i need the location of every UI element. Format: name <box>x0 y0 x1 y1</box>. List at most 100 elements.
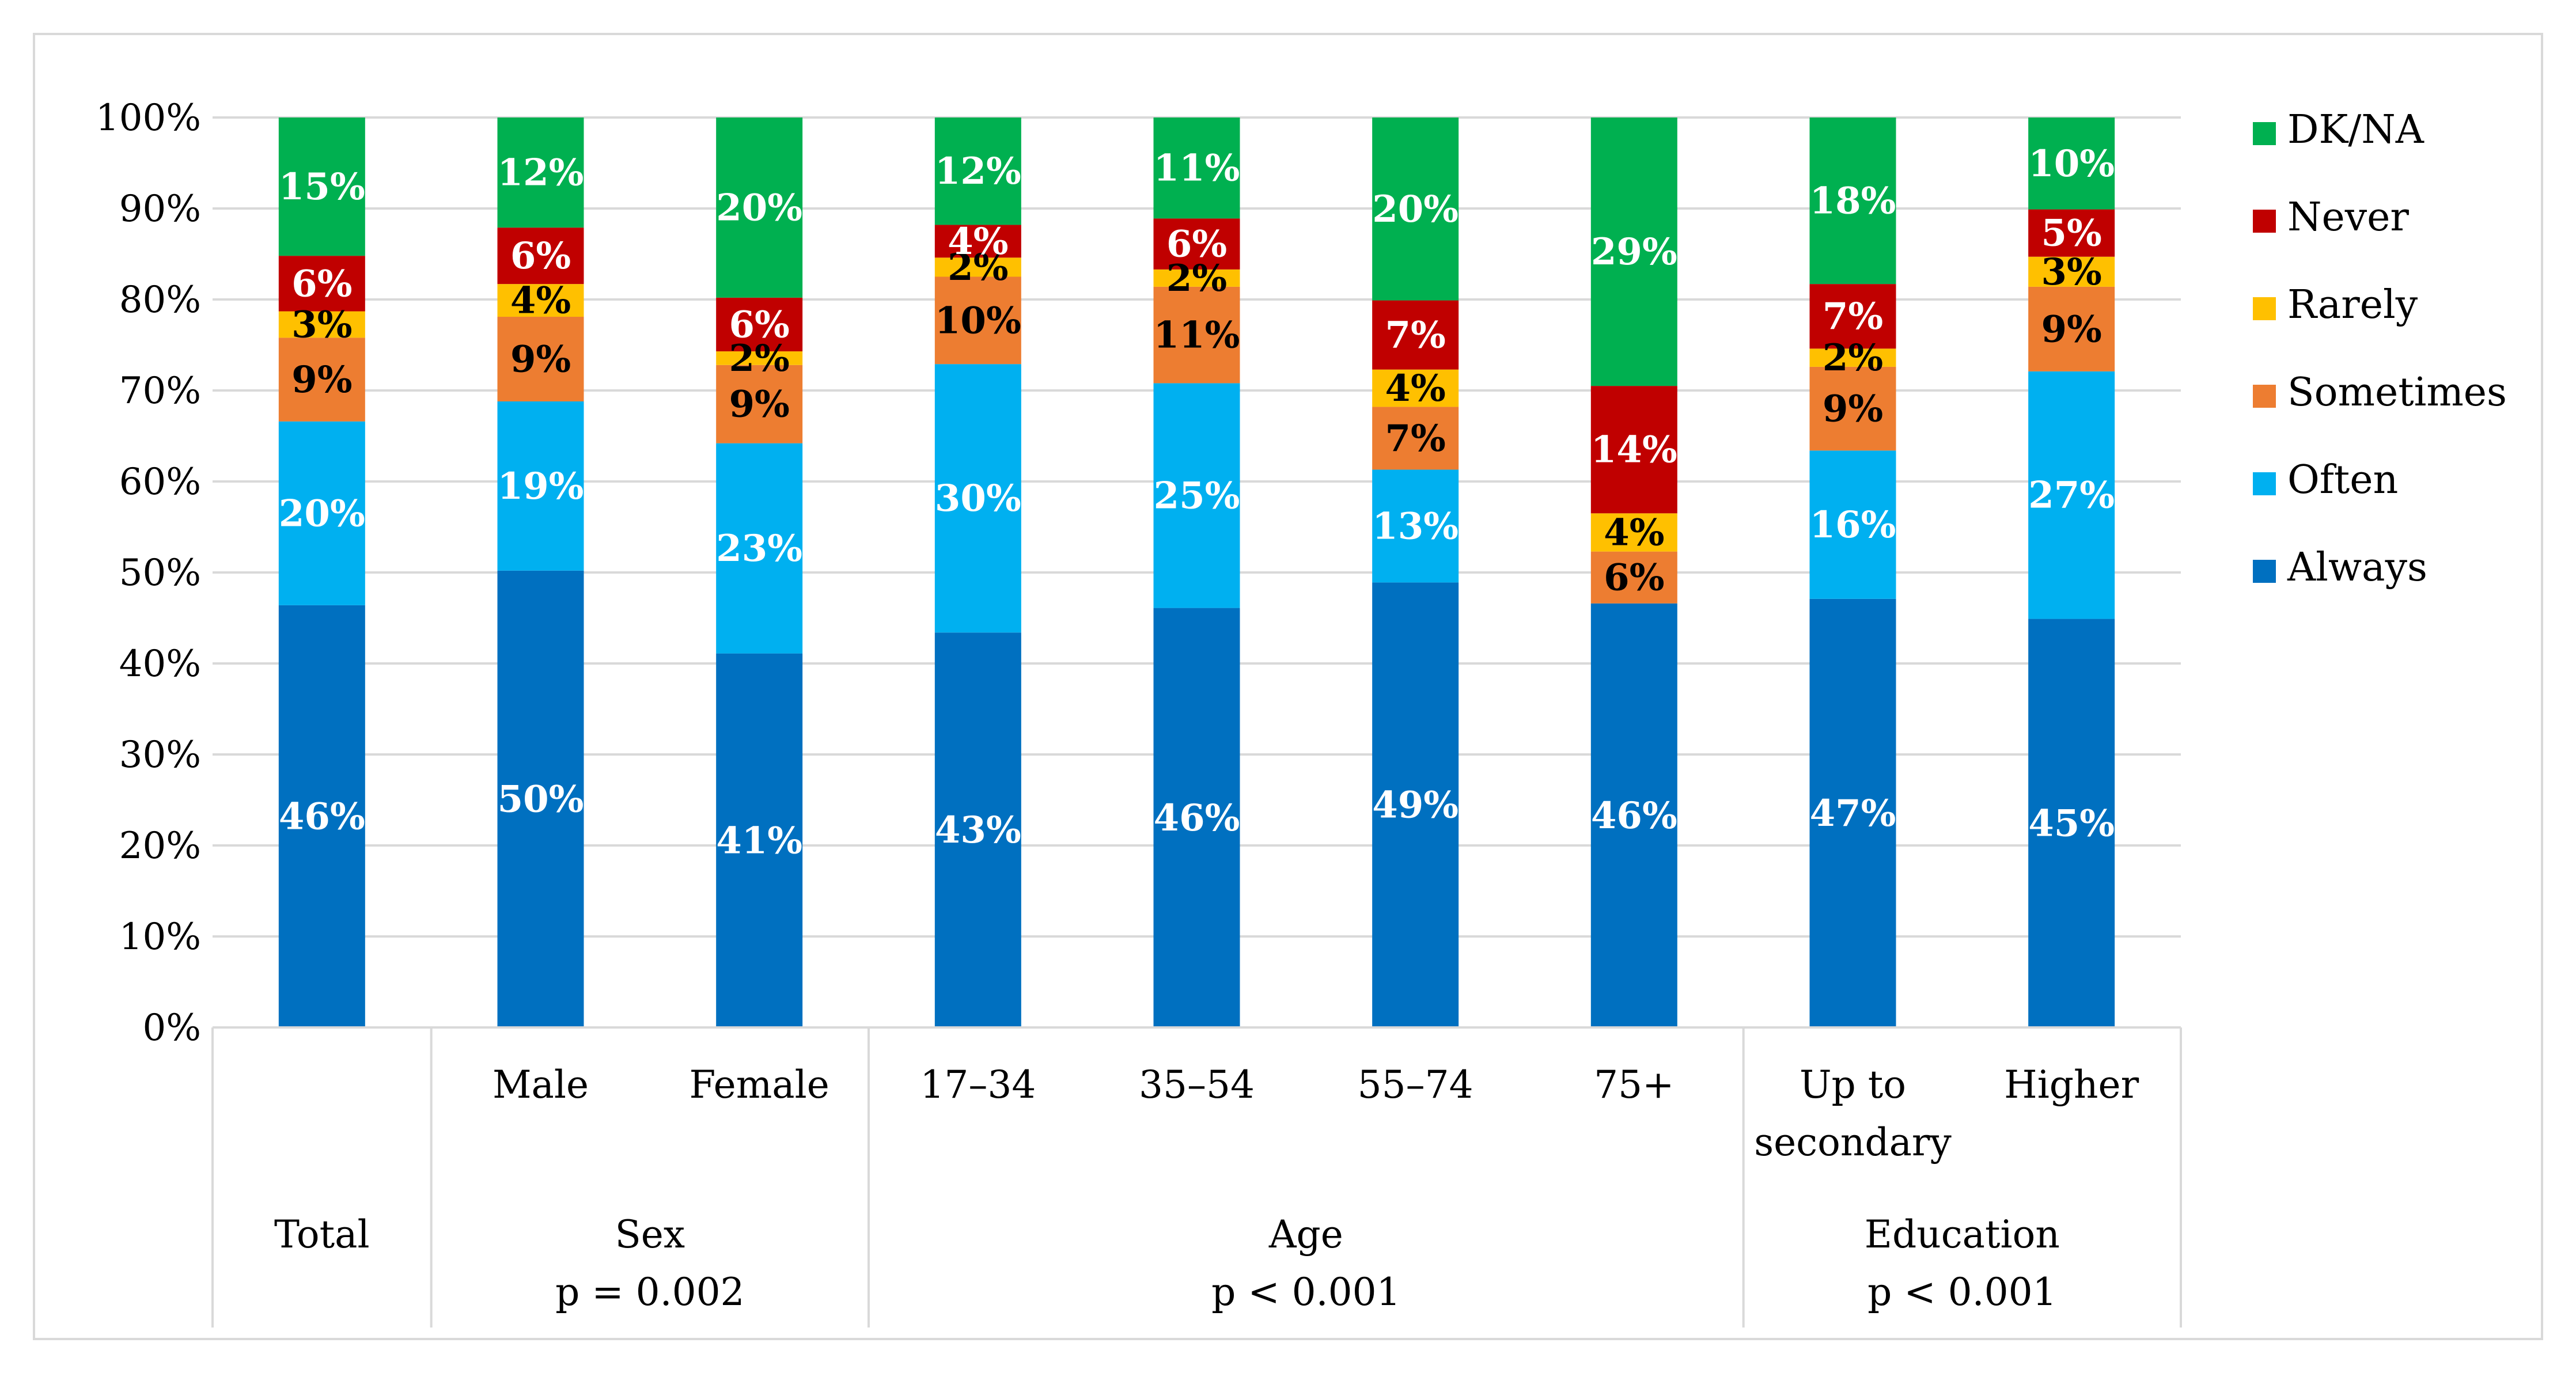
category-label: 35–54 <box>1139 1063 1255 1107</box>
bar-segment-sometimes <box>1372 407 1459 470</box>
legend-label-dk-na[interactable]: DK/NA <box>2287 107 2425 153</box>
axes: 0% 10% 20% 30% 40% 50% 60% 70% 80% 90% 100% <box>96 97 2181 1049</box>
legend-swatch-dk-na[interactable] <box>2253 122 2276 145</box>
y-tick-label: 0% <box>142 1007 201 1049</box>
legend-label-never[interactable]: Never <box>2287 195 2409 240</box>
category-label: Male <box>493 1063 589 1107</box>
bar-segment-never <box>716 297 803 352</box>
bar-segment-sometimes <box>1153 286 1240 384</box>
data-label: 9% <box>510 337 571 381</box>
data-label: 12% <box>498 151 584 195</box>
bar-segment-never <box>497 227 584 285</box>
category-label: 75+ <box>1594 1063 1674 1107</box>
bar-segment-never <box>1809 284 1896 349</box>
group-p-value: p < 0.001 <box>1867 1270 2056 1314</box>
bar-segment-always <box>2028 619 2115 1027</box>
bar-segment-sometimes <box>497 317 584 401</box>
bar-segment-sometimes <box>1590 551 1677 604</box>
data-label: 46% <box>279 795 365 838</box>
bar-segment-dk-na <box>278 117 365 256</box>
legend-swatch-sometimes[interactable] <box>2253 385 2276 408</box>
bar-segment-often <box>934 364 1021 633</box>
legend-swatch-never[interactable] <box>2253 210 2276 233</box>
data-label: 9% <box>729 383 789 426</box>
data-label: 10% <box>935 299 1021 342</box>
bar-segment-often <box>2028 371 2115 619</box>
legend-label-always[interactable]: Always <box>2287 545 2427 590</box>
bar-segment-never <box>1372 300 1459 370</box>
bar-segment-sometimes <box>278 337 365 422</box>
bar-segment-sometimes <box>2028 286 2115 371</box>
data-label: 49% <box>1372 784 1459 827</box>
data-label: 2% <box>948 246 1008 289</box>
data-label: 2% <box>1166 257 1227 300</box>
data-label: 5% <box>2041 212 2101 255</box>
data-label: 6% <box>729 303 789 346</box>
data-label: 2% <box>1823 336 1883 380</box>
bar-segment-often <box>1153 383 1240 608</box>
data-label: 7% <box>1823 295 1883 338</box>
data-label: 41% <box>716 819 802 862</box>
bar-segment-always <box>934 632 1021 1027</box>
data-label: 46% <box>1591 794 1677 837</box>
y-tick-label: 90% <box>119 188 201 230</box>
bar-segment-always <box>1372 582 1459 1027</box>
data-label: 30% <box>935 477 1021 520</box>
group-label: Total <box>274 1212 370 1257</box>
bar-segment-often <box>1809 450 1896 599</box>
bar-segment-never <box>1153 218 1240 270</box>
category-label: 17–34 <box>920 1063 1036 1107</box>
category-label: Up to secondary <box>1754 1063 1952 1165</box>
y-tick-label: 60% <box>119 461 201 503</box>
y-tick-label: 50% <box>119 552 201 594</box>
legend-swatch-always[interactable] <box>2253 560 2276 583</box>
data-label: 7% <box>1385 314 1445 357</box>
bar-segment-sometimes <box>934 276 1021 365</box>
bar-segment-often <box>716 443 803 654</box>
data-label: 25% <box>1154 474 1240 517</box>
data-label: 2% <box>729 337 789 380</box>
legend-swatch-rarely[interactable] <box>2253 297 2276 320</box>
bar-segment-rarely <box>278 311 365 338</box>
bar-segment-rarely <box>716 351 803 365</box>
bars <box>278 117 2115 1027</box>
group-label: Education <box>1865 1212 2060 1257</box>
data-label: 16% <box>1810 503 1896 547</box>
data-label: 20% <box>279 492 365 535</box>
bar-segment-often <box>1372 469 1459 583</box>
data-label: 27% <box>2028 474 2115 517</box>
data-label: 4% <box>510 279 571 323</box>
data-label: 4% <box>948 220 1008 263</box>
bar-segment-rarely <box>497 284 584 317</box>
data-label: 43% <box>935 809 1021 852</box>
category-label: Female <box>689 1063 829 1107</box>
bar-segment-always <box>1809 598 1896 1027</box>
category-table: Male Female 17–34 35–54 55–74 75+ Up to seconda… <box>211 1027 2182 1328</box>
category-label: 55–74 <box>1358 1063 1473 1107</box>
bar-segment-dk-na <box>2028 117 2115 210</box>
bar-segment-rarely <box>1809 348 1896 367</box>
legend-label-rarely[interactable]: Rarely <box>2287 282 2418 328</box>
bar-segment-never <box>1590 386 1677 514</box>
data-label: 4% <box>1604 511 1664 554</box>
bar-segment-sometimes <box>1809 366 1896 451</box>
bar-segment-dk-na <box>1153 117 1240 219</box>
bar-segment-dk-na <box>934 117 1021 225</box>
y-tick-label: 100% <box>96 97 201 139</box>
data-label: 11% <box>1154 314 1240 357</box>
bar-segment-rarely <box>1153 269 1240 287</box>
data-label: 6% <box>1166 223 1227 266</box>
data-label: 6% <box>291 262 352 305</box>
data-label: 3% <box>2041 251 2101 294</box>
legend-label-often[interactable]: Often <box>2287 457 2398 503</box>
legend-label-sometimes[interactable]: Sometimes <box>2287 370 2507 415</box>
bar-segment-rarely <box>1372 369 1459 407</box>
y-tick-label: 70% <box>119 370 201 412</box>
data-label: 11% <box>1154 147 1240 190</box>
data-label: 9% <box>291 358 352 401</box>
y-tick-label: 80% <box>119 279 201 321</box>
legend-swatch-often[interactable] <box>2253 472 2276 495</box>
bar-segment-sometimes <box>716 365 803 443</box>
legend[interactable]: DK/NA Never Rarely Sometimes Often Always <box>2253 107 2507 590</box>
bar-segment-dk-na <box>1590 117 1677 386</box>
